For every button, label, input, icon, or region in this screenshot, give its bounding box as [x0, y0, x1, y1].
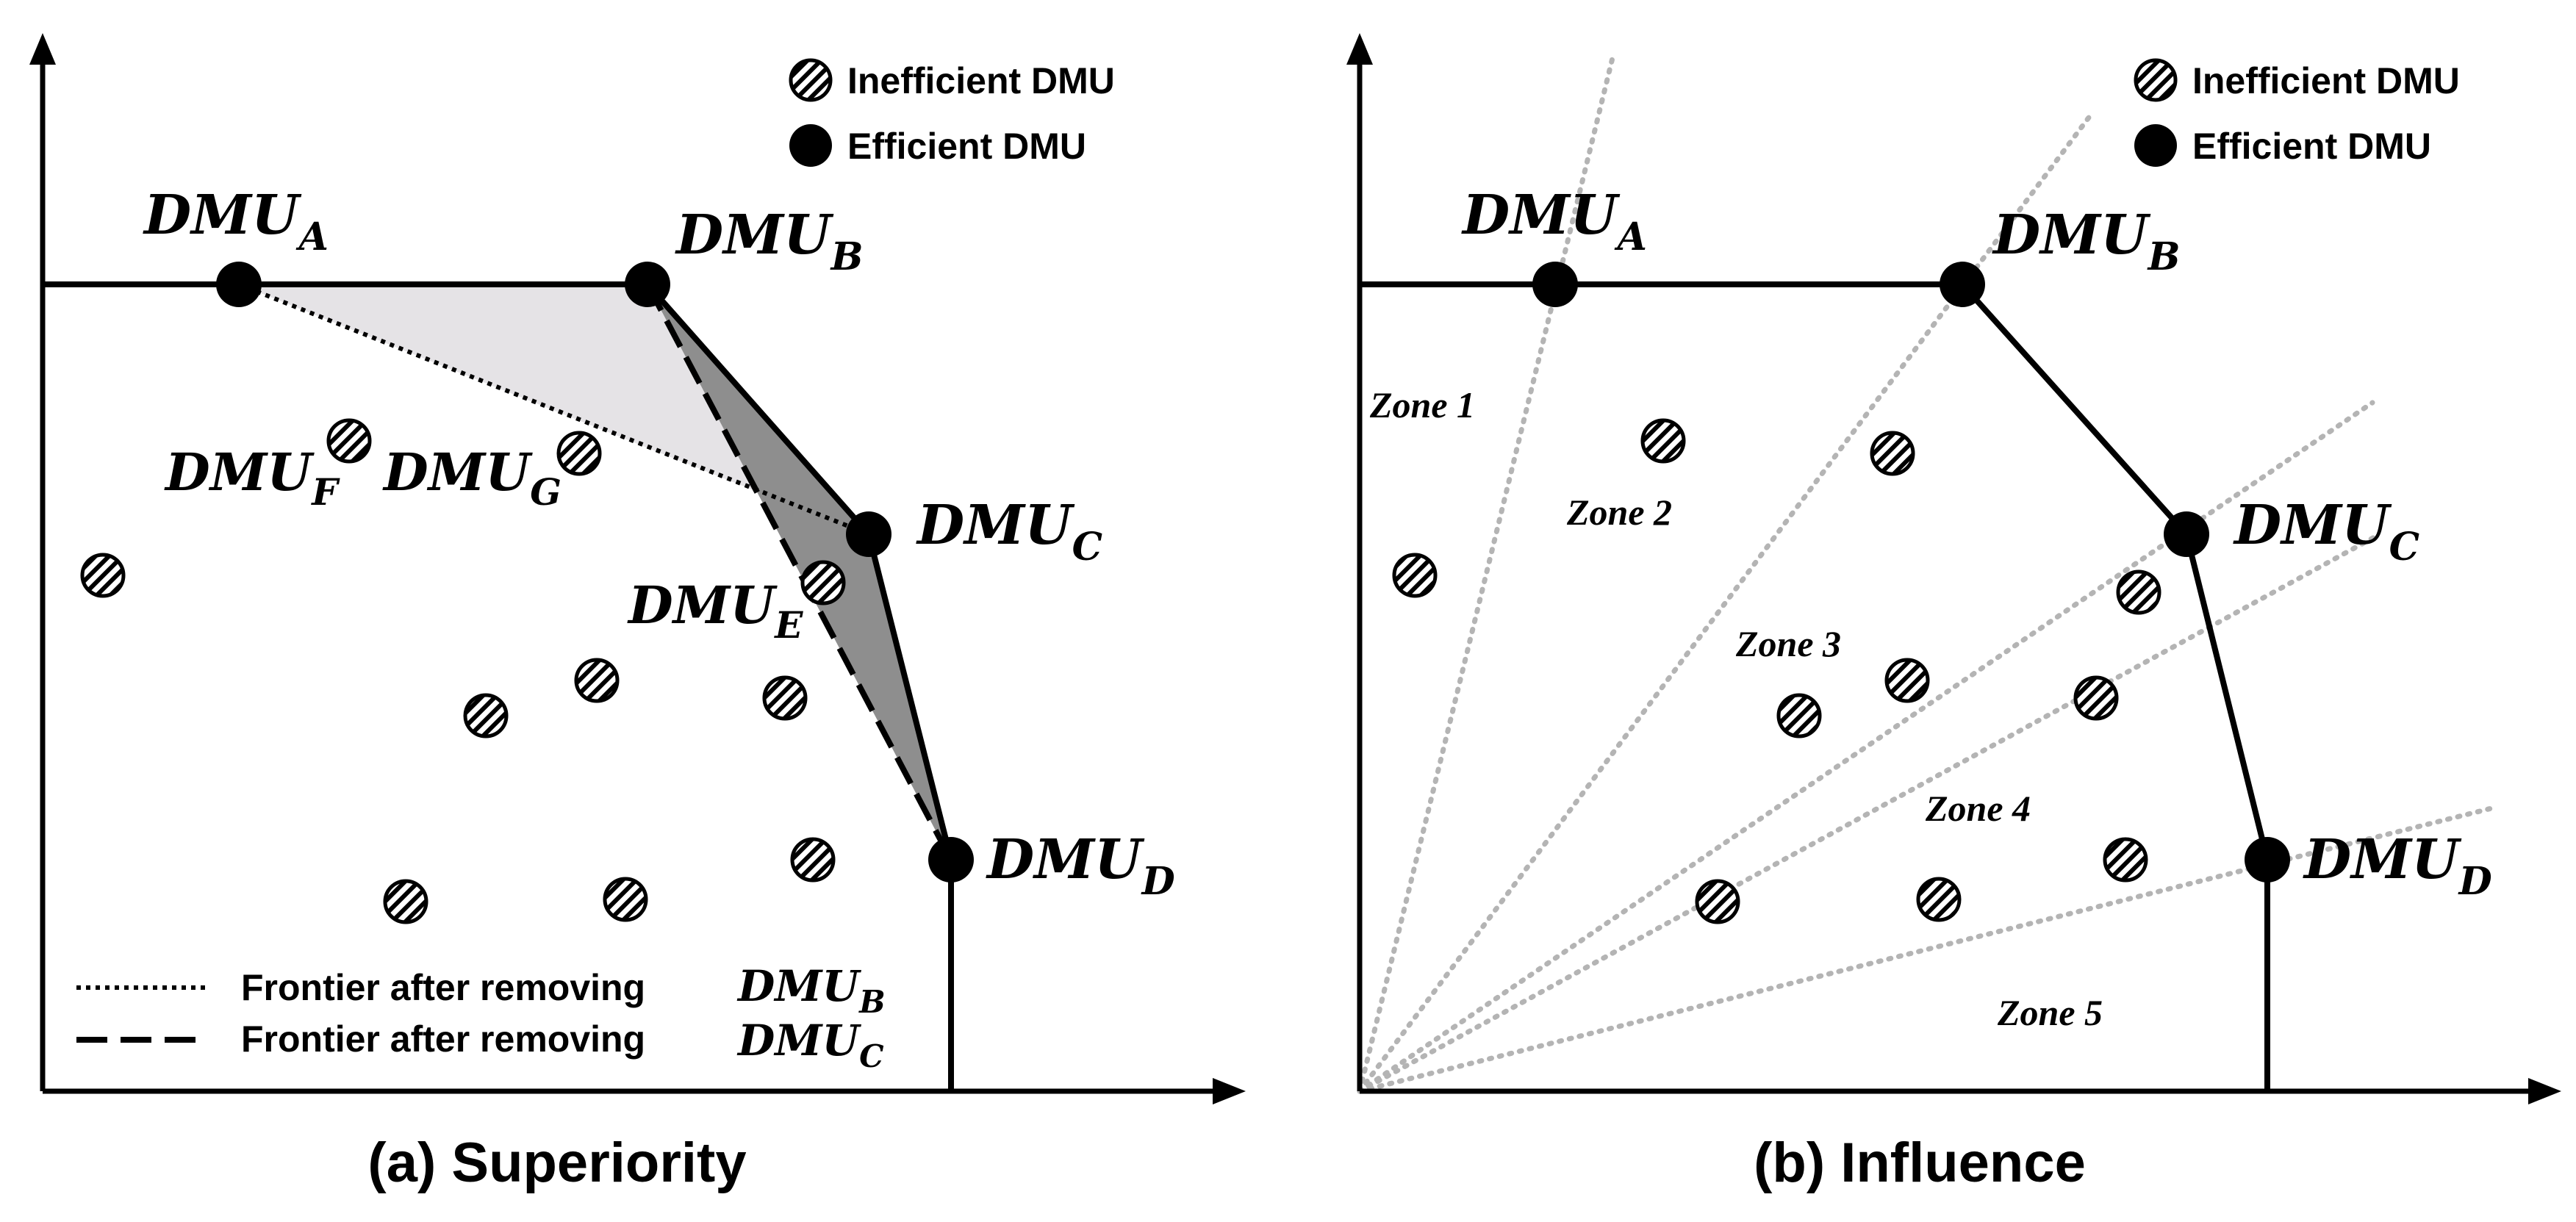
hatched-circle-icon	[383, 879, 428, 924]
filled-circle-icon	[2164, 511, 2209, 557]
label-dmu-b: DMUB	[1992, 204, 2181, 279]
label-dmu-f: DMUF	[164, 442, 340, 514]
filled-circle-icon	[1940, 262, 1985, 307]
filled-circle-icon	[216, 262, 262, 307]
axes-a	[29, 33, 1246, 1104]
hatched-circle-icon	[2116, 569, 2161, 615]
hatched-circle-icon	[1640, 418, 1686, 464]
legend-efficient-label: Efficient DMU	[847, 126, 1086, 167]
label-dmu-d: DMUD	[986, 828, 1175, 904]
zone-5-label: Zone 5	[1997, 992, 2103, 1033]
filled-circle-icon	[625, 262, 670, 307]
zone-3-label: Zone 3	[1735, 623, 1841, 664]
panel-influence: DMUA DMUB DMUC DMUD Zone 1 Zone 2 Zone 3…	[1346, 33, 2561, 1194]
hatched-circle-icon	[1916, 877, 1962, 922]
legend-inefficient-label: Inefficient DMU	[2192, 60, 2460, 101]
legend-b: Inefficient DMU Efficient DMU	[2134, 58, 2460, 167]
hatched-circle-icon	[574, 658, 620, 703]
hatched-circle-icon	[2103, 837, 2148, 883]
legend-efficient-label: Efficient DMU	[2192, 126, 2431, 167]
filled-circle-icon	[928, 837, 974, 883]
frontier-legend-b-text: Frontier after removing	[241, 967, 645, 1008]
removal-region-c	[647, 284, 951, 860]
frontier-legend: Frontier after removing DMUB Frontier af…	[76, 961, 886, 1074]
frontier-without-c	[645, 283, 954, 861]
hatched-circle-icon	[2073, 675, 2119, 721]
frontier-legend-c-dmu: DMUC	[736, 1016, 884, 1074]
hatched-circle-icon	[556, 431, 602, 476]
hatched-circle-icon	[790, 837, 836, 883]
hatched-circle-icon	[1870, 431, 1915, 476]
frontier-without-b	[237, 282, 870, 536]
filled-circle-icon	[2245, 837, 2290, 883]
hatched-circle-icon	[326, 418, 372, 464]
hatched-circle-icon	[2134, 58, 2178, 102]
efficient-dmus-b	[1532, 262, 2290, 883]
hatched-circle-icon	[789, 58, 833, 102]
hatched-circle-icon	[762, 675, 808, 721]
hatched-circle-icon	[1695, 879, 1740, 924]
label-dmu-c: DMUC	[916, 494, 1102, 569]
hatched-circle-icon	[603, 877, 648, 922]
axes-b	[1346, 33, 2561, 1104]
hatched-circle-icon	[80, 553, 126, 598]
legend-a: Inefficient DMU Efficient DMU	[789, 58, 1115, 167]
efficient-frontier-b	[1360, 281, 2270, 1091]
label-dmu-a: DMUA	[1461, 184, 1647, 259]
hatched-circle-icon	[1776, 693, 1822, 738]
label-dmu-b: DMUB	[675, 204, 864, 279]
label-dmu-a: DMUA	[143, 184, 329, 259]
hatched-circle-icon	[463, 693, 509, 738]
zone-4-label: Zone 4	[1925, 788, 2031, 829]
frontier-legend-b-dmu: DMUB	[736, 961, 886, 1020]
filled-circle-icon	[846, 511, 891, 557]
caption-influence: (b) Influence	[1754, 1132, 2086, 1194]
filled-circle-icon	[2134, 124, 2177, 167]
zone-2-label: Zone 2	[1566, 492, 1672, 533]
inefficient-dmus-a	[80, 418, 846, 924]
panel-superiority: DMUA DMUB DMUC DMUD DMUF DMUG DMUE Ineff…	[29, 33, 1246, 1194]
inefficient-dmus-b	[1392, 418, 2161, 924]
hatched-circle-icon	[1884, 658, 1930, 703]
caption-superiority: (a) Superiority	[367, 1132, 746, 1194]
filled-circle-icon	[789, 124, 832, 167]
label-dmu-g: DMUG	[382, 442, 562, 514]
efficient-dmus-a	[216, 262, 974, 883]
label-dmu-d: DMUD	[2303, 828, 2492, 904]
frontier-legend-c-text: Frontier after removing	[241, 1018, 645, 1060]
filled-circle-icon	[1532, 262, 1578, 307]
label-dmu-c: DMUC	[2233, 494, 2419, 569]
label-dmu-e: DMUE	[627, 575, 803, 647]
legend-inefficient-label: Inefficient DMU	[847, 60, 1115, 101]
hatched-circle-icon	[800, 560, 846, 605]
zone-1-label: Zone 1	[1369, 384, 1475, 425]
hatched-circle-icon	[1392, 553, 1438, 598]
